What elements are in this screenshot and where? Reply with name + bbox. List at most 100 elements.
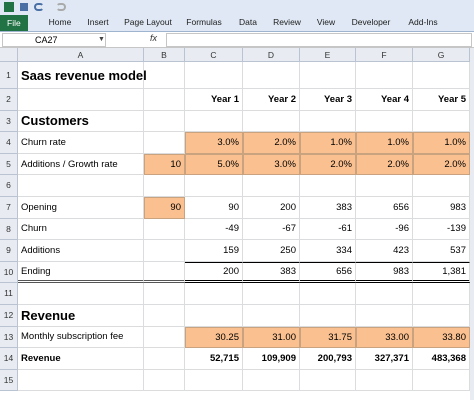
empty-cell[interactable] <box>356 305 413 327</box>
empty-cell[interactable] <box>144 62 185 89</box>
column-header[interactable]: B <box>144 48 185 62</box>
fx-button[interactable]: fx <box>150 33 158 43</box>
empty-cell[interactable] <box>185 283 243 305</box>
cell[interactable]: 31.00 <box>243 326 300 349</box>
ribbon-tab[interactable]: Data <box>239 17 257 27</box>
row-header[interactable]: 15 <box>0 369 18 392</box>
empty-cell[interactable] <box>300 283 356 305</box>
empty-cell[interactable] <box>144 132 185 154</box>
cell[interactable]: 52,715 <box>185 348 243 370</box>
empty-cell[interactable] <box>356 369 413 392</box>
empty-cell[interactable] <box>243 175 300 197</box>
cell[interactable]: -61 <box>300 218 356 241</box>
cell[interactable]: Saas revenue model <box>18 62 147 89</box>
undo-icon[interactable] <box>34 3 44 11</box>
cell[interactable]: 1.0% <box>300 132 356 154</box>
row-header[interactable]: 2 <box>0 89 18 111</box>
cell[interactable]: 3.0% <box>243 153 300 176</box>
cell[interactable]: 423 <box>356 240 413 262</box>
cell[interactable]: Year 3 <box>300 89 356 111</box>
empty-cell[interactable] <box>18 283 144 305</box>
scrollbar[interactable] <box>470 48 474 400</box>
cell[interactable]: -96 <box>356 218 413 241</box>
empty-cell[interactable] <box>243 283 300 305</box>
empty-cell[interactable] <box>144 175 185 197</box>
empty-cell[interactable] <box>243 305 300 327</box>
cell[interactable]: 10 <box>144 153 185 176</box>
empty-cell[interactable] <box>300 305 356 327</box>
cell[interactable]: Churn <box>18 218 144 241</box>
empty-cell[interactable] <box>185 369 243 392</box>
empty-cell[interactable] <box>144 110 185 133</box>
empty-cell[interactable] <box>356 283 413 305</box>
empty-cell[interactable] <box>144 326 185 349</box>
empty-cell[interactable] <box>413 305 470 327</box>
cell[interactable]: 90 <box>144 197 185 219</box>
cell[interactable]: Churn rate <box>18 132 144 154</box>
cell[interactable]: 1.0% <box>413 132 470 154</box>
cell[interactable]: 200,793 <box>300 348 356 370</box>
formula-input[interactable] <box>166 33 472 47</box>
cell[interactable]: 200 <box>185 261 243 284</box>
empty-cell[interactable] <box>413 283 470 305</box>
row-header[interactable]: 7 <box>0 197 18 219</box>
column-header[interactable]: F <box>356 48 413 62</box>
empty-cell[interactable] <box>300 175 356 197</box>
cell[interactable]: 2.0% <box>300 153 356 176</box>
ribbon-tab[interactable]: Home <box>48 17 72 27</box>
cell[interactable]: 159 <box>185 240 243 262</box>
cell[interactable]: 109,909 <box>243 348 300 370</box>
cell[interactable]: Customers <box>18 110 144 133</box>
empty-cell[interactable] <box>356 62 413 89</box>
row-header[interactable]: 12 <box>0 305 18 327</box>
empty-cell[interactable] <box>18 369 144 392</box>
cell[interactable]: 3.0% <box>185 132 243 154</box>
empty-cell[interactable] <box>144 240 185 262</box>
column-header[interactable]: E <box>300 48 356 62</box>
cell[interactable]: 383 <box>300 197 356 219</box>
cell[interactable]: 537 <box>413 240 470 262</box>
cell[interactable]: Monthly subscription fee <box>18 326 144 349</box>
column-header[interactable]: G <box>413 48 470 62</box>
empty-cell[interactable] <box>144 218 185 241</box>
ribbon-tab[interactable]: Add-Ins <box>408 17 438 27</box>
row-header[interactable]: 4 <box>0 132 18 154</box>
row-header[interactable]: 8 <box>0 218 18 241</box>
empty-cell[interactable] <box>18 89 144 111</box>
cell[interactable]: Year 2 <box>243 89 300 111</box>
cell[interactable]: 334 <box>300 240 356 262</box>
ribbon-tab[interactable]: Insert <box>87 17 109 27</box>
cell[interactable]: 90 <box>185 197 243 219</box>
cell[interactable]: Additions <box>18 240 144 262</box>
row-header[interactable]: 11 <box>0 283 18 305</box>
select-all[interactable] <box>0 48 18 62</box>
empty-cell[interactable] <box>413 110 470 133</box>
empty-cell[interactable] <box>144 89 185 111</box>
empty-cell[interactable] <box>144 369 185 392</box>
cell[interactable]: Revenue <box>18 305 144 327</box>
cell[interactable]: 656 <box>300 261 356 284</box>
ribbon-tab[interactable]: Formulas <box>186 17 222 27</box>
ribbon-tab[interactable]: View <box>316 17 336 27</box>
row-header[interactable]: 5 <box>0 153 18 176</box>
cell[interactable]: 983 <box>356 261 413 284</box>
cell[interactable]: 1.0% <box>356 132 413 154</box>
empty-cell[interactable] <box>185 110 243 133</box>
empty-cell[interactable] <box>18 175 144 197</box>
ribbon-tab[interactable]: File <box>0 15 28 31</box>
dropdown-arrow[interactable]: ▼ <box>98 36 105 43</box>
cell[interactable]: 327,371 <box>356 348 413 370</box>
cell[interactable]: -49 <box>185 218 243 241</box>
empty-cell[interactable] <box>185 305 243 327</box>
empty-cell[interactable] <box>243 110 300 133</box>
row-header[interactable]: 1 <box>0 62 18 89</box>
row-header[interactable]: 13 <box>0 326 18 349</box>
empty-cell[interactable] <box>356 175 413 197</box>
empty-cell[interactable] <box>144 261 185 284</box>
save-icon[interactable] <box>20 3 28 11</box>
cell[interactable]: 30.25 <box>185 326 243 349</box>
ribbon-tab[interactable]: Page Layout <box>124 17 172 27</box>
ribbon-tab[interactable]: Developer <box>351 17 391 27</box>
cell[interactable]: 200 <box>243 197 300 219</box>
row-header[interactable]: 10 <box>0 261 18 284</box>
